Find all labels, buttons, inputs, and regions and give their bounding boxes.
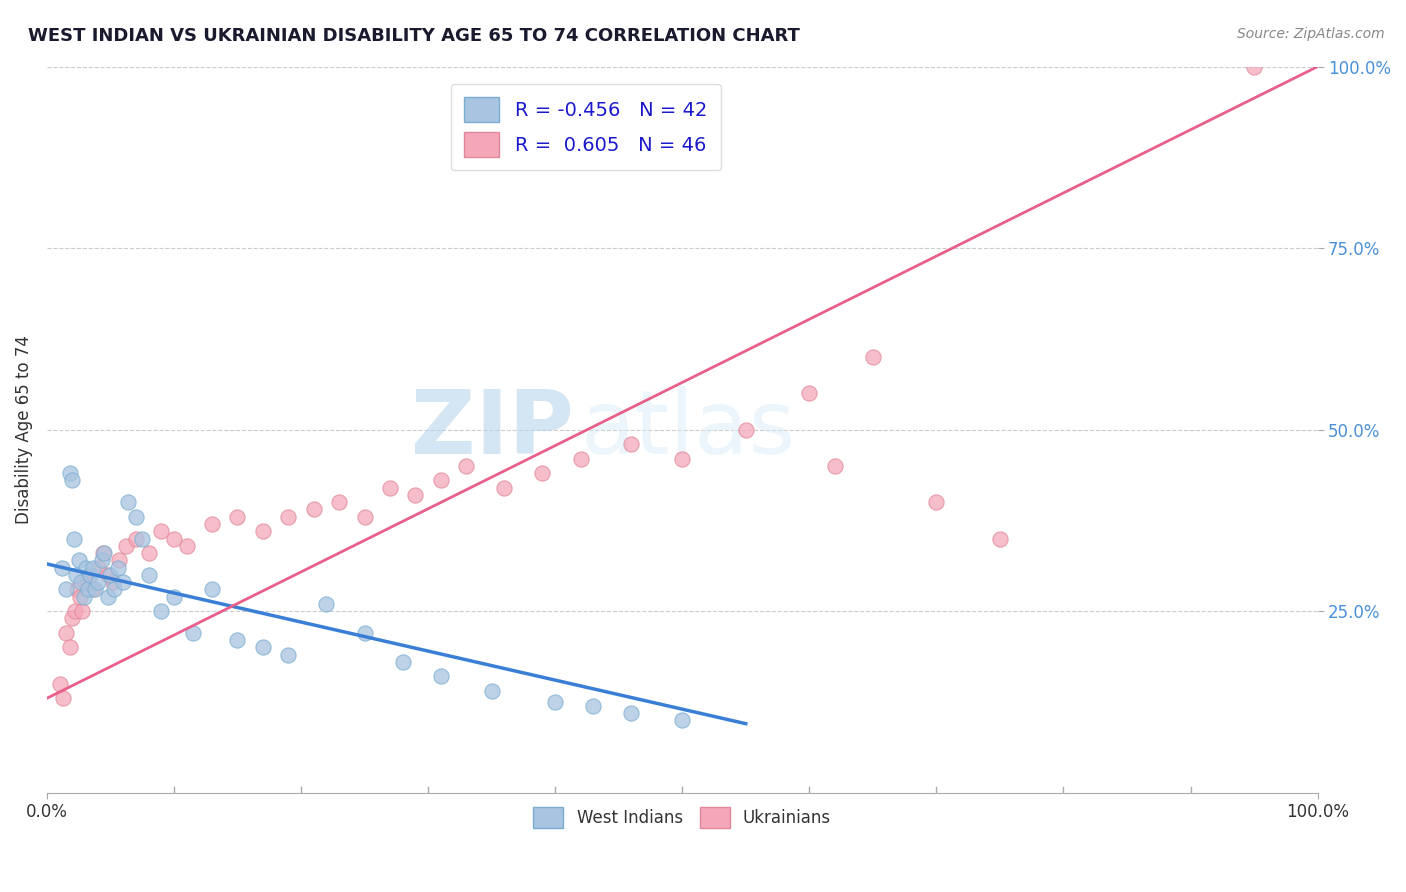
- Point: [101, 575, 124, 590]
- Point: [60, 611, 83, 625]
- Point: [93, 546, 115, 560]
- Point: [277, 648, 299, 662]
- Point: [70, 575, 93, 590]
- Point: [82, 582, 104, 597]
- Point: [494, 481, 516, 495]
- Point: [181, 626, 204, 640]
- Point: [97, 590, 120, 604]
- Text: ZIP: ZIP: [412, 386, 574, 473]
- Point: [201, 516, 224, 531]
- Point: [328, 495, 350, 509]
- Point: [302, 502, 325, 516]
- Point: [315, 597, 337, 611]
- Point: [620, 437, 643, 451]
- Point: [90, 553, 112, 567]
- Point: [77, 567, 100, 582]
- Point: [391, 655, 413, 669]
- Point: [456, 458, 478, 473]
- Point: [150, 604, 173, 618]
- Point: [107, 560, 129, 574]
- Y-axis label: Disability Age 65 to 74: Disability Age 65 to 74: [15, 335, 32, 524]
- Point: [277, 509, 299, 524]
- Legend: West Indians, Ukrainians: West Indians, Ukrainians: [527, 800, 838, 835]
- Point: [73, 590, 96, 604]
- Text: WEST INDIAN VS UKRAINIAN DISABILITY AGE 65 TO 74 CORRELATION CHART: WEST INDIAN VS UKRAINIAN DISABILITY AGE …: [28, 27, 800, 45]
- Point: [353, 509, 375, 524]
- Point: [862, 350, 884, 364]
- Point: [138, 546, 160, 560]
- Point: [75, 560, 97, 574]
- Point: [430, 474, 453, 488]
- Point: [82, 560, 104, 574]
- Point: [131, 532, 153, 546]
- Point: [69, 590, 91, 604]
- Point: [252, 524, 274, 539]
- Point: [252, 640, 274, 655]
- Point: [72, 604, 94, 618]
- Point: [117, 495, 139, 509]
- Point: [59, 466, 82, 480]
- Text: Source: ZipAtlas.com: Source: ZipAtlas.com: [1237, 27, 1385, 41]
- Point: [51, 560, 73, 574]
- Point: [100, 567, 122, 582]
- Point: [671, 713, 693, 727]
- Point: [125, 509, 148, 524]
- Point: [103, 582, 125, 597]
- Point: [226, 509, 249, 524]
- Point: [481, 684, 503, 698]
- Point: [138, 567, 160, 582]
- Point: [84, 582, 107, 597]
- Point: [55, 582, 77, 597]
- Point: [86, 560, 108, 574]
- Point: [544, 695, 567, 709]
- Point: [63, 604, 86, 618]
- Point: [97, 567, 120, 582]
- Point: [91, 546, 114, 560]
- Point: [52, 691, 75, 706]
- Point: [65, 567, 87, 582]
- Point: [55, 626, 77, 640]
- Point: [620, 706, 643, 720]
- Point: [582, 698, 605, 713]
- Point: [1243, 60, 1265, 74]
- Point: [76, 582, 98, 597]
- Point: [353, 626, 375, 640]
- Point: [59, 640, 82, 655]
- Point: [531, 466, 554, 480]
- Point: [430, 669, 453, 683]
- Point: [114, 539, 136, 553]
- Point: [176, 539, 198, 553]
- Point: [48, 677, 70, 691]
- Point: [73, 575, 96, 590]
- Point: [163, 590, 186, 604]
- Point: [66, 582, 89, 597]
- Point: [734, 423, 756, 437]
- Point: [569, 451, 592, 466]
- Text: atlas: atlas: [581, 386, 796, 473]
- Point: [67, 553, 90, 567]
- Point: [79, 567, 101, 582]
- Point: [988, 532, 1011, 546]
- Point: [824, 458, 846, 473]
- Point: [799, 386, 821, 401]
- Point: [60, 474, 83, 488]
- Point: [163, 532, 186, 546]
- Point: [378, 481, 401, 495]
- Point: [86, 575, 108, 590]
- Point: [671, 451, 693, 466]
- Point: [201, 582, 224, 597]
- Point: [925, 495, 948, 509]
- Point: [62, 532, 84, 546]
- Point: [112, 575, 135, 590]
- Point: [404, 488, 426, 502]
- Point: [226, 633, 249, 648]
- Point: [150, 524, 173, 539]
- Point: [108, 553, 131, 567]
- Point: [125, 532, 148, 546]
